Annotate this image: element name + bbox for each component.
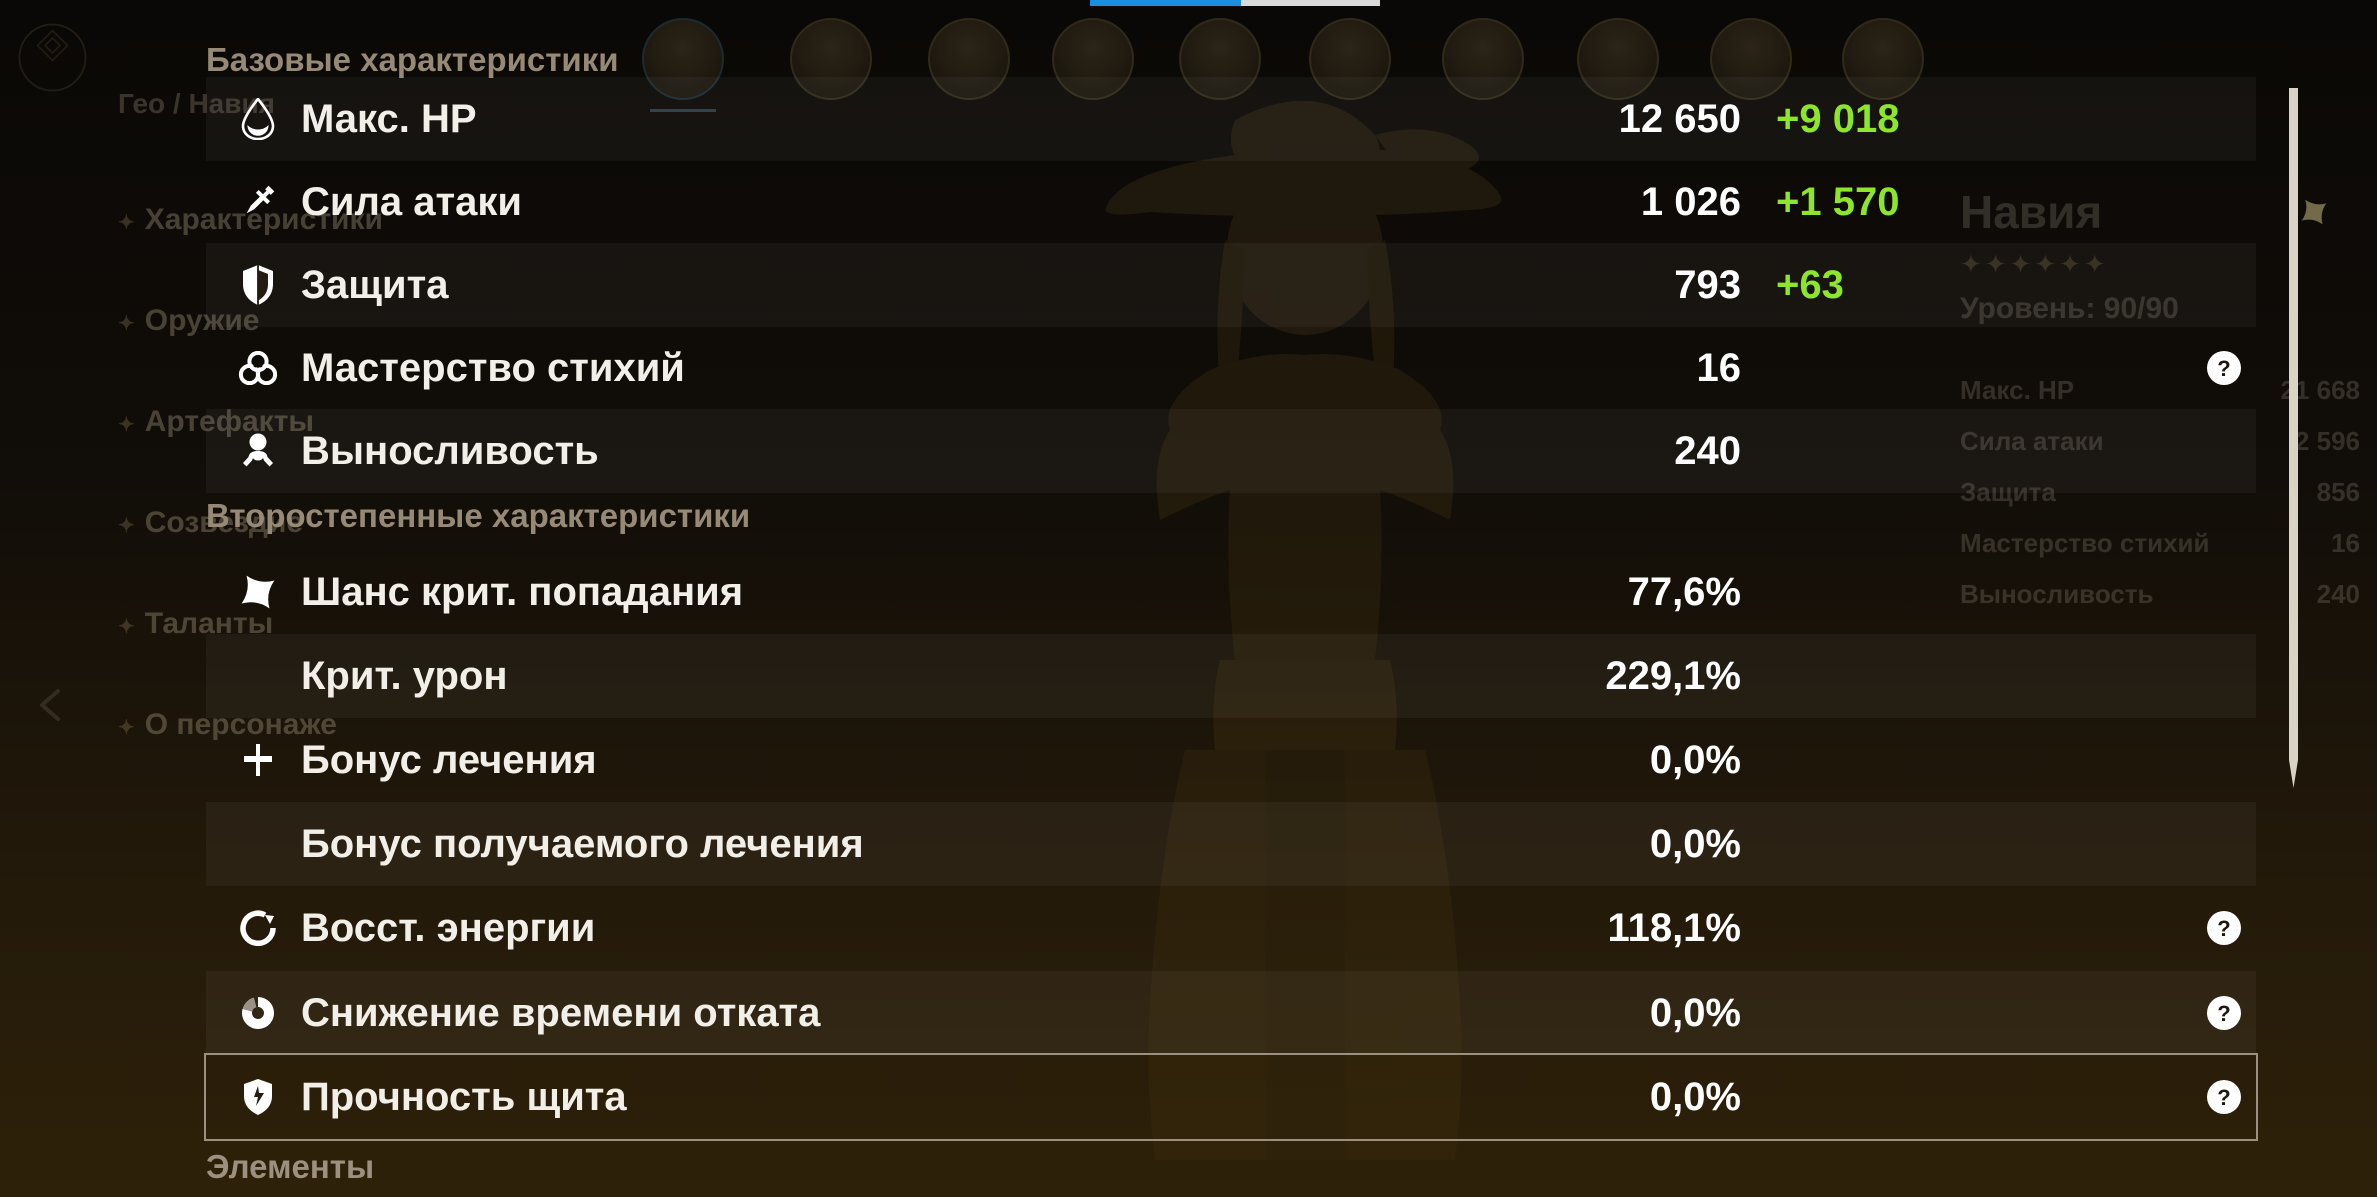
svg-text:?: ?	[2217, 356, 2230, 381]
svg-text:?: ?	[2217, 1085, 2230, 1110]
svg-text:?: ?	[2217, 916, 2230, 941]
svg-text:?: ?	[2217, 1001, 2230, 1026]
